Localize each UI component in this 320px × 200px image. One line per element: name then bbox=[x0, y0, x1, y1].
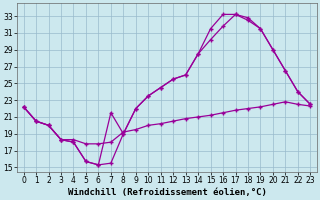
X-axis label: Windchill (Refroidissement éolien,°C): Windchill (Refroidissement éolien,°C) bbox=[68, 188, 266, 197]
